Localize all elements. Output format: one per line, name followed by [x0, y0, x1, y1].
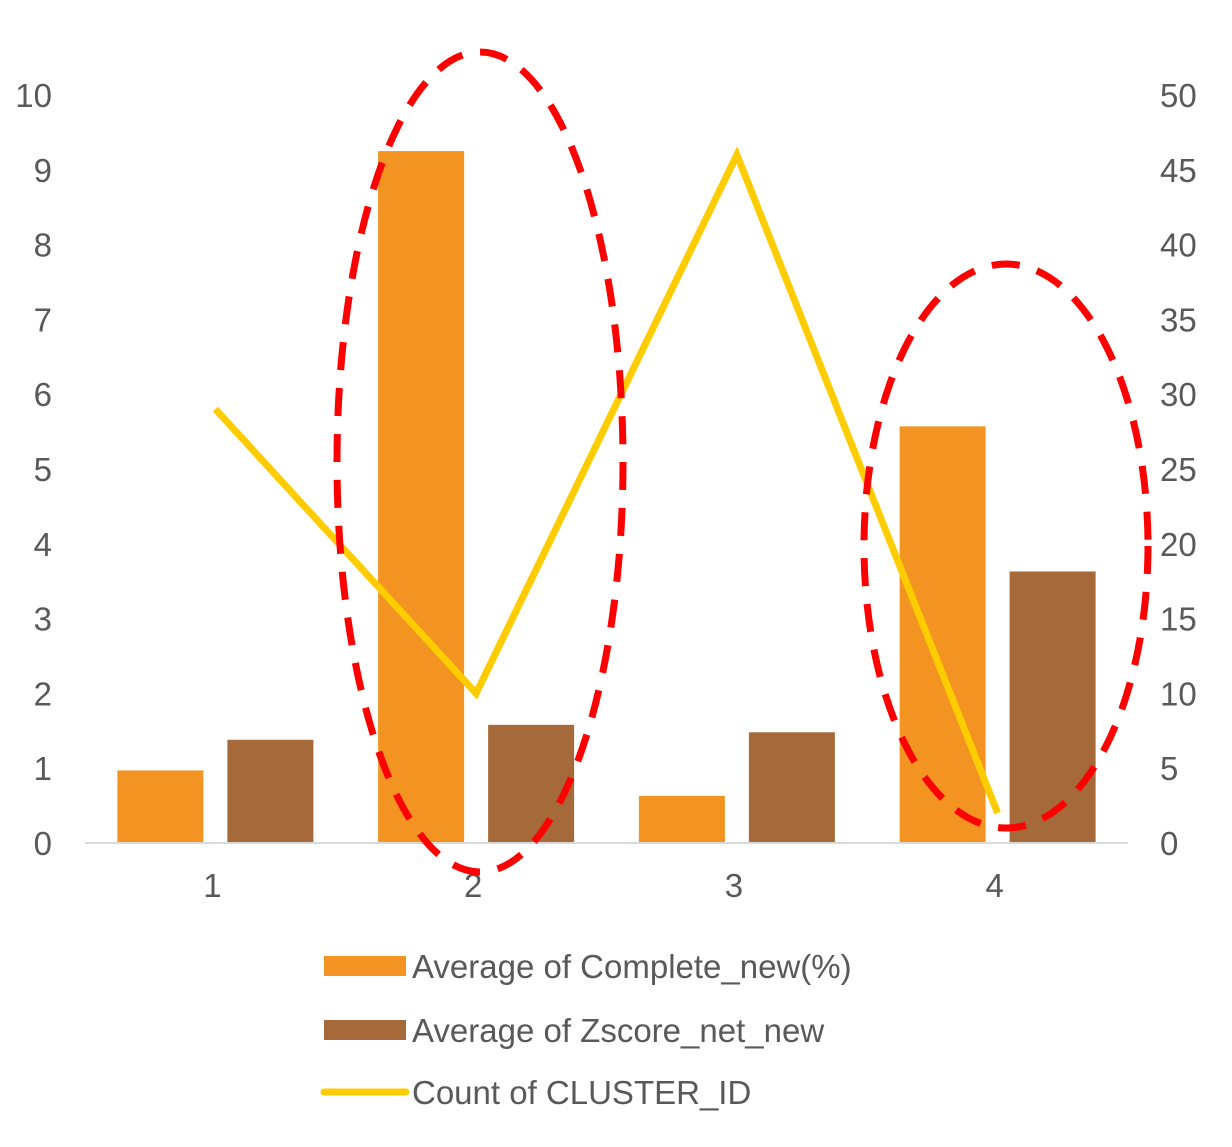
y-tick-label: 9 [34, 152, 52, 189]
bar-zscore-2 [488, 725, 574, 843]
bar-zscore-1 [227, 740, 313, 843]
y-tick-label: 10 [15, 77, 52, 114]
legend-label-1: Average of Zscore_net_new [412, 1012, 824, 1049]
y2-tick-label: 50 [1160, 77, 1197, 114]
y2-tick-label: 15 [1160, 601, 1197, 638]
legend-label-2: Count of CLUSTER_ID [412, 1074, 751, 1111]
y2-tick-label: 0 [1160, 825, 1178, 862]
bar-zscore-3 [749, 732, 835, 843]
y-tick-label: 7 [34, 301, 52, 338]
y-tick-label: 1 [34, 750, 52, 787]
legend: Average of Complete_new(%) Average of Zsc… [324, 948, 852, 1111]
y2-tick-label: 45 [1160, 152, 1197, 189]
y2-tick-label: 5 [1160, 750, 1178, 787]
x-tick-label: 3 [725, 867, 743, 904]
y-tick-label: 6 [34, 376, 52, 413]
bar-complete-3 [639, 796, 725, 843]
y-tick-label: 4 [34, 526, 52, 563]
legend-label-0: Average of Complete_new(%) [412, 948, 852, 985]
bar-complete-2 [378, 151, 464, 843]
y2-tick-label: 20 [1160, 526, 1197, 563]
bar-complete-1 [117, 770, 203, 843]
bar-complete-4 [900, 426, 986, 843]
y2-tick-label: 40 [1160, 227, 1197, 264]
x-tick-label: 1 [203, 867, 221, 904]
y2-tick-label: 25 [1160, 451, 1197, 488]
y-tick-label: 3 [34, 601, 52, 638]
y-tick-label: 0 [34, 825, 52, 862]
y2-tick-label: 10 [1160, 675, 1197, 712]
x-tick-label: 4 [985, 867, 1003, 904]
y2-tick-label: 30 [1160, 376, 1197, 413]
legend-swatch-1 [324, 1020, 406, 1040]
bar-zscore-4 [1010, 571, 1096, 843]
legend-swatch-0 [324, 956, 406, 976]
y-tick-label: 8 [34, 227, 52, 264]
y-tick-label: 2 [34, 675, 52, 712]
y-tick-label: 5 [34, 451, 52, 488]
y2-tick-label: 35 [1160, 301, 1197, 338]
